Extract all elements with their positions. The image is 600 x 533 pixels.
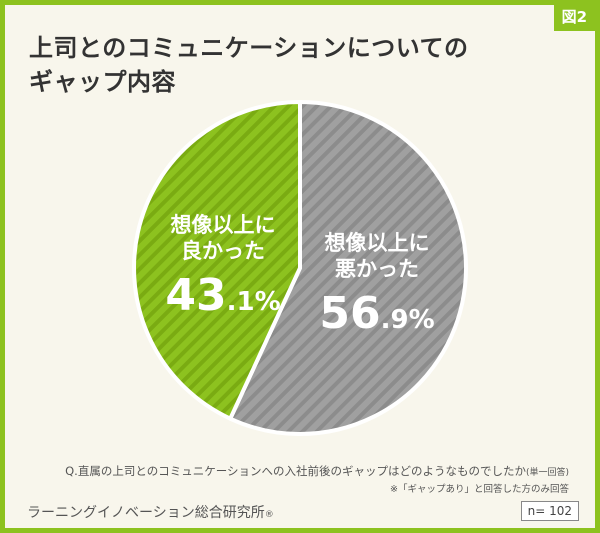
source-name: ラーニングイノベーション総合研究所 [27,505,265,521]
figure-tag: 図2 [553,5,595,31]
slice-label: 想像以上に [325,231,430,255]
sample-size-badge: n= 102 [520,501,579,521]
survey-question-suffix: (単一回答) [525,468,569,478]
slice-label: 良かった [181,239,265,263]
survey-question: Q.直属の上司とのコミュニケーションへの入社前後のギャップはどのようなものでした… [65,463,569,479]
survey-question-text: Q.直属の上司とのコミュニケーションへの入社前後のギャップはどのようなものでした… [65,464,526,478]
pie-slice [132,100,302,421]
chart-title-line2: ギャップ内容 [29,68,176,96]
slice-value: 43.1% [165,270,280,321]
chart-title: 上司とのコミュニケーションについての ギャップ内容 [29,31,469,99]
pie-slice [228,100,468,436]
registered-mark: ® [264,510,274,520]
slice-label: 悪かった [335,257,419,281]
source-credit: ラーニングイノベーション総合研究所® [27,502,274,522]
survey-note: ※「ギャップあり」と回答した方のみ回答 [390,484,569,495]
slice-value: 56.9% [319,288,434,339]
chart-title-line1: 上司とのコミュニケーションについての [29,34,469,62]
slice-label: 想像以上に [171,213,276,237]
